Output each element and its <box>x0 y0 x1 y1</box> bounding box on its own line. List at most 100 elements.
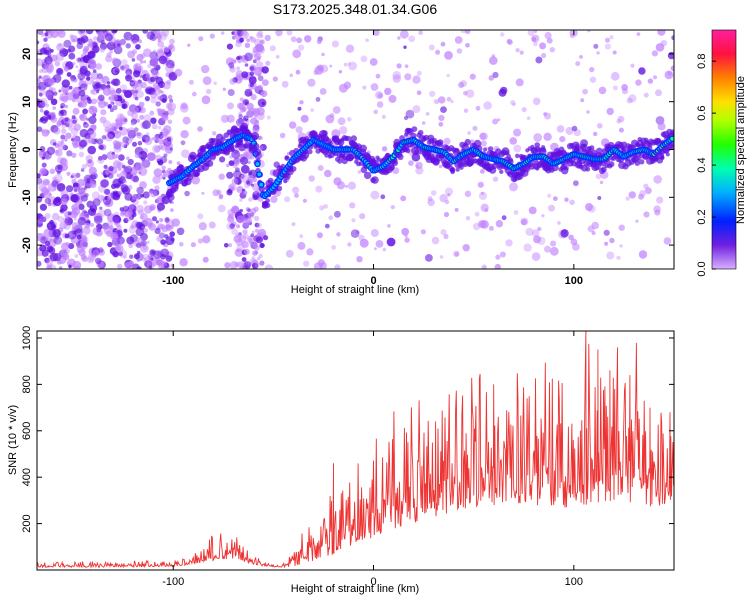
heatmap-noise-cell <box>526 116 531 121</box>
heatmap-noise-cell <box>158 173 164 180</box>
heatmap-noise-cell <box>99 116 107 124</box>
heatmap-ridge-halo <box>276 185 283 192</box>
heatmap-noise-cell <box>240 30 249 40</box>
heatmap-ridge-halo <box>414 149 420 155</box>
heatmap-noise-cell <box>120 141 127 148</box>
heatmap-noise-cell <box>604 43 612 50</box>
heatmap-noise-cell <box>139 114 145 120</box>
heatmap-noise-cell <box>160 239 166 245</box>
heatmap-noise-cell <box>617 115 625 123</box>
heatmap-ridge-halo <box>473 139 482 148</box>
heatmap-noise-cell <box>120 98 126 104</box>
heatmap-noise-cell <box>292 186 300 194</box>
heatmap-ridge-halo <box>254 148 262 156</box>
heatmap-ridge-halo <box>174 184 179 189</box>
heatmap-ridge-halo <box>363 171 372 180</box>
heatmap-noise-cell <box>408 35 416 43</box>
heatmap-noise-cell <box>495 220 504 228</box>
heatmap-noise-cell <box>152 175 161 184</box>
heatmap-noise-cell <box>154 138 159 144</box>
heatmap-noise-cell <box>243 261 252 269</box>
heatmap-noise-cell <box>42 190 52 199</box>
heatmap-noise-cell <box>337 117 346 126</box>
heatmap-noise-cell <box>70 210 78 219</box>
heatmap-noise-cell <box>313 69 319 76</box>
heatmap-noise-cell <box>497 118 501 122</box>
heatmap-noise-cell <box>357 170 362 174</box>
heatmap-noise-cell <box>390 205 395 210</box>
heatmap-noise-cell <box>90 71 99 80</box>
spec-y-tick-label: -20 <box>21 237 33 253</box>
heatmap-noise-cell <box>456 48 463 54</box>
heatmap-noise-cell <box>45 103 49 108</box>
heatmap-noise-cell <box>101 135 107 140</box>
heatmap-noise-cell <box>95 82 102 89</box>
heatmap-noise-cell <box>112 214 121 223</box>
heatmap-noise-cell <box>48 193 53 197</box>
heatmap-noise-cell <box>46 221 56 231</box>
heatmap-noise-cell <box>56 120 62 126</box>
heatmap-noise-cell <box>136 186 144 195</box>
heatmap-noise-cell <box>44 56 53 65</box>
heatmap-noise-cell <box>54 60 61 67</box>
heatmap-noise-cell <box>43 118 47 122</box>
heatmap-noise-cell <box>72 62 76 66</box>
snr-y-tick-label: 200 <box>21 514 33 532</box>
heatmap-noise-cell <box>58 89 62 93</box>
heatmap-noise-cell <box>141 253 151 263</box>
heatmap-noise-cell <box>168 43 174 49</box>
heatmap-noise-cell <box>116 161 124 169</box>
heatmap-noise-cell <box>589 76 597 83</box>
heatmap-noise-cell <box>370 190 380 200</box>
heatmap-noise-cell <box>95 30 100 33</box>
heatmap-noise-cell <box>77 37 86 45</box>
heatmap-noise-cell <box>458 82 465 88</box>
heatmap-noise-cell <box>495 254 501 260</box>
heatmap-noise-cell <box>120 170 128 178</box>
heatmap-noise-cell <box>180 130 189 139</box>
heatmap-noise-cell <box>359 238 369 248</box>
heatmap-noise-cell <box>100 109 107 116</box>
heatmap-noise-cell <box>41 236 46 241</box>
heatmap-ridge-halo <box>564 166 569 171</box>
heatmap-noise-cell <box>187 43 191 47</box>
heatmap-noise-cell <box>136 53 144 62</box>
heatmap-noise-cell <box>109 122 118 132</box>
heatmap-noise-cell <box>163 125 172 134</box>
heatmap-noise-cell <box>647 78 654 84</box>
heatmap-noise-cell <box>98 94 105 102</box>
heatmap-noise-cell <box>208 221 216 229</box>
heatmap-noise-cell <box>488 225 494 231</box>
heatmap-noise-cell <box>300 114 309 123</box>
spec-y-tick-label: 0 <box>21 146 33 152</box>
heatmap-noise-cell <box>104 126 111 133</box>
heatmap-noise-cell <box>126 71 130 75</box>
heatmap-noise-cell <box>263 235 269 241</box>
heatmap-noise-cell <box>87 43 91 47</box>
heatmap-ridge-halo <box>574 143 580 148</box>
heatmap-ridge-halo <box>200 148 207 155</box>
heatmap-noise-cell <box>462 244 470 252</box>
heatmap-noise-cell <box>130 33 140 43</box>
heatmap-noise-cell <box>64 104 69 109</box>
heatmap-noise-cell <box>77 187 87 196</box>
heatmap-noise-cell <box>107 87 116 95</box>
heatmap-noise-cell <box>58 110 65 117</box>
heatmap-noise-cell <box>247 208 252 213</box>
heatmap-noise-cell <box>329 64 333 68</box>
heatmap-noise-cell <box>467 131 471 135</box>
heatmap-ridge-halo <box>589 145 595 151</box>
heatmap-noise-cell <box>41 156 45 160</box>
heatmap-noise-cell <box>66 185 74 193</box>
heatmap-noise-cell <box>82 226 91 235</box>
heatmap-noise-cell <box>231 149 241 159</box>
heatmap-noise-cell <box>596 51 600 55</box>
heatmap-ridge-halo <box>596 147 603 155</box>
heatmap-noise-cell <box>638 193 645 200</box>
heatmap-noise-cell <box>37 233 46 242</box>
heatmap-noise-cell <box>148 190 152 194</box>
heatmap-noise-cell <box>663 237 672 245</box>
heatmap-noise-cell <box>62 144 68 151</box>
heatmap-noise-cell <box>226 114 235 123</box>
heatmap-noise-cell <box>107 131 116 140</box>
